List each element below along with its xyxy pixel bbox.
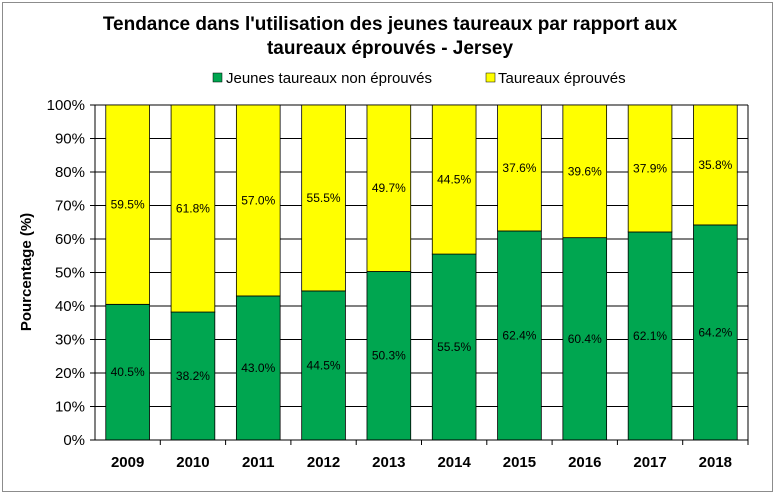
y-tick-label: 50%: [55, 265, 85, 282]
bar-data-label: 50.3%: [372, 349, 406, 363]
x-tick-label: 2016: [568, 454, 601, 471]
y-tick-label: 70%: [55, 198, 85, 215]
bar-segment: [170, 311, 216, 441]
bar-data-label: 62.1%: [633, 329, 667, 343]
x-tick-label: 2011: [242, 454, 275, 471]
bar-data-label: 62.4%: [502, 328, 536, 342]
bar-segment: [105, 104, 150, 305]
bar-segment: [562, 237, 608, 441]
x-tick-label: 2014: [437, 454, 471, 471]
legend-label-jeunes: Jeunes taureaux non éprouvés: [226, 70, 432, 87]
bar-segment: [170, 104, 216, 313]
x-tick-label: 2018: [699, 454, 732, 471]
bar-segment: [497, 104, 542, 232]
bar-data-label: 59.5%: [111, 198, 145, 212]
chart-title-line-2: taureaux éprouvés - Jersey: [267, 38, 514, 59]
bar-data-label: 38.2%: [176, 369, 210, 383]
x-tick-label: 2017: [633, 454, 666, 471]
legend-label-eprouves: Taureaux éprouvés: [498, 70, 626, 87]
bar-segment: [627, 104, 673, 233]
y-axis-title: Pourcentage (%): [18, 213, 35, 331]
bar-data-label: 37.6%: [502, 161, 536, 175]
bar-segment: [431, 253, 477, 441]
bar-segment: [562, 104, 608, 239]
x-tick-label: 2012: [307, 454, 340, 471]
bar-segment: [366, 271, 412, 441]
y-tick-label: 80%: [55, 164, 85, 181]
bar-data-label: 43.0%: [241, 361, 275, 375]
bar-data-label: 35.8%: [698, 158, 732, 172]
bar-segment: [301, 290, 346, 441]
bar-segment: [235, 104, 281, 297]
x-tick-label: 2013: [372, 454, 405, 471]
bar-data-label: 61.8%: [176, 202, 210, 216]
y-tick-label: 40%: [55, 298, 85, 315]
bar-segment: [627, 231, 673, 441]
bar-segment: [235, 295, 281, 441]
bar-segment: [301, 104, 346, 292]
y-tick-label: 10%: [55, 399, 85, 416]
y-tick-label: 20%: [55, 365, 85, 382]
bar-data-label: 60.4%: [568, 332, 602, 346]
bar-data-label: 55.5%: [437, 340, 471, 354]
bar-data-label: 49.7%: [372, 181, 406, 195]
bar-data-label: 37.9%: [633, 161, 667, 175]
bar-data-label: 64.2%: [698, 325, 732, 339]
y-tick-label: 90%: [55, 131, 85, 148]
legend-swatch-jeunes: [212, 72, 223, 83]
bar-data-label: 39.6%: [568, 164, 602, 178]
y-tick-label: 100%: [47, 97, 85, 114]
bar-data-label: 55.5%: [307, 191, 341, 205]
x-tick-label: 2009: [111, 454, 144, 471]
bar-data-label: 57.0%: [241, 193, 275, 207]
bar-segment: [431, 104, 477, 255]
bar-data-label: 44.5%: [437, 173, 471, 187]
bar-data-label: 40.5%: [111, 365, 145, 379]
bar-segment: [693, 104, 738, 226]
legend: Jeunes taureaux non éprouvés Taureaux ép…: [212, 70, 626, 87]
x-tick-label: 2010: [176, 454, 209, 471]
plot-area: 0% 10% 20% 30% 40% 50% 60% 70% 80% 90% 100% 40.5% 59…: [47, 97, 749, 471]
legend-swatch-eprouves: [485, 72, 496, 83]
y-tick-label: 60%: [55, 231, 85, 248]
x-tick-label: 2015: [503, 454, 536, 471]
chart-title-line-1: Tendance dans l'utilisation des jeunes t…: [103, 14, 678, 35]
bar-data-label: 44.5%: [307, 358, 341, 372]
y-tick-label: 30%: [55, 332, 85, 349]
y-tick-label: 0%: [63, 432, 85, 449]
bar-segment: [693, 224, 738, 441]
bar-segment: [366, 104, 412, 272]
bar-segment: [497, 230, 542, 441]
